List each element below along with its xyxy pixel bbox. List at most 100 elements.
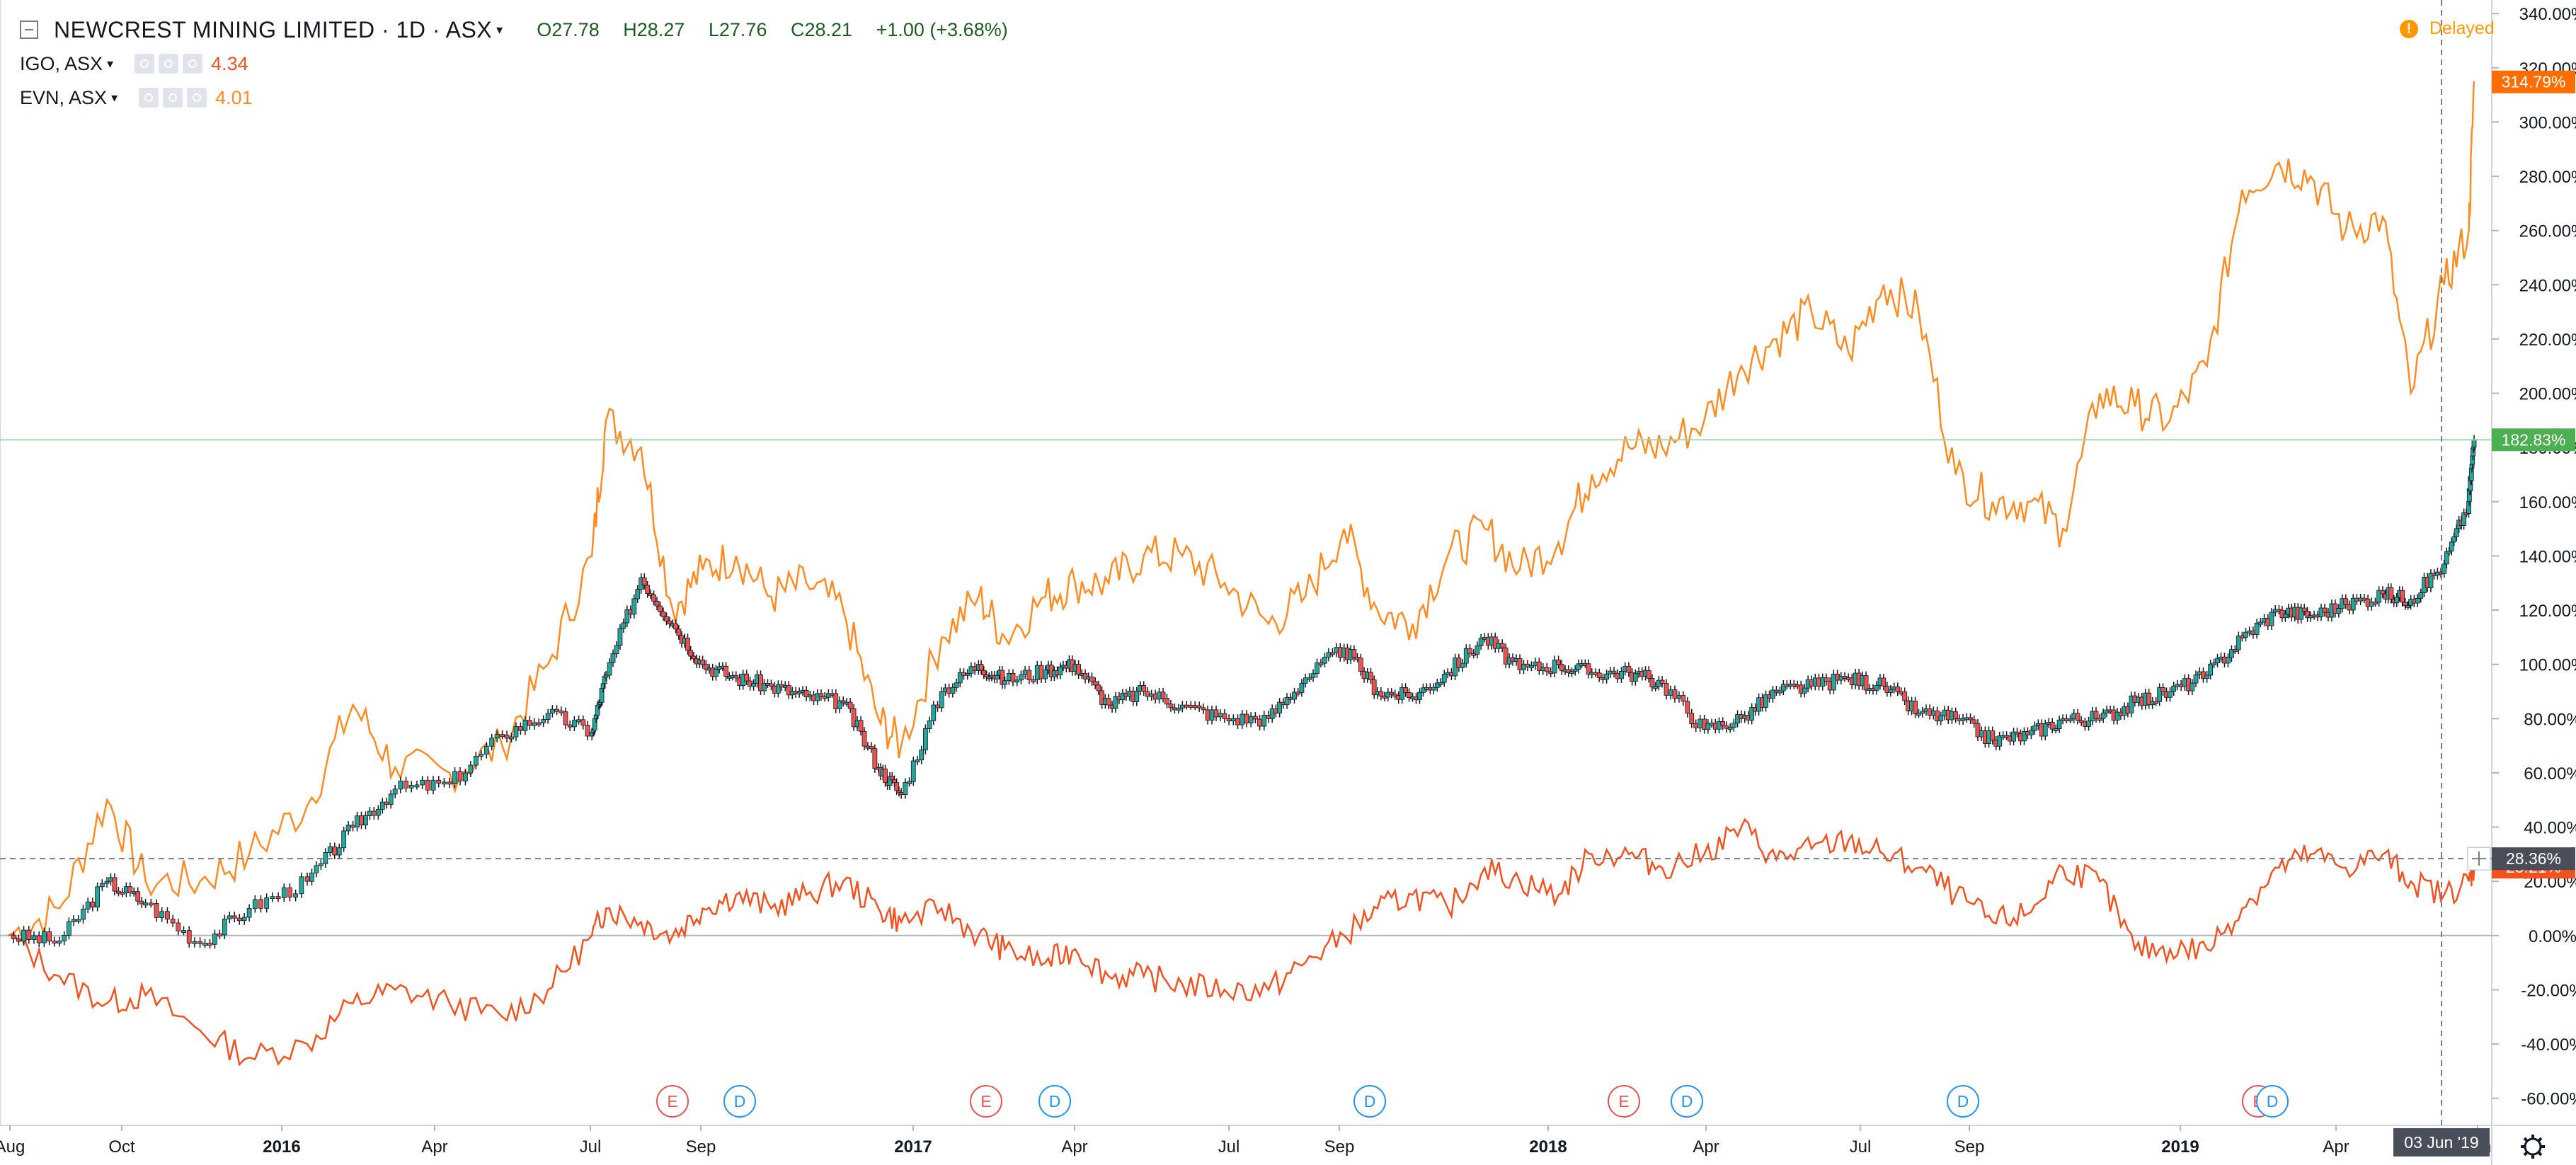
chevron-down-icon[interactable]: ▾ — [111, 91, 118, 105]
candle-body — [2229, 649, 2234, 658]
candle-body — [36, 935, 42, 943]
candle — [2232, 645, 2238, 655]
earnings-marker[interactable]: E — [656, 1085, 689, 1118]
earnings-marker[interactable]: E — [1608, 1085, 1640, 1118]
event-letter: E — [980, 1092, 991, 1111]
candle — [1596, 668, 1602, 682]
candle-body — [691, 655, 697, 660]
candle — [1968, 713, 1973, 724]
candle — [1990, 726, 1996, 745]
candle-body — [2086, 721, 2091, 727]
candle-body — [1731, 723, 1736, 728]
candle — [2049, 718, 2055, 734]
candle — [1096, 680, 1101, 696]
candle — [2226, 653, 2231, 667]
candle — [1315, 658, 1320, 678]
candle-body — [1556, 659, 1561, 665]
chevron-down-icon[interactable]: ▾ — [107, 57, 114, 71]
candle — [2053, 724, 2059, 734]
candle — [2388, 583, 2394, 604]
close-icon[interactable] — [187, 88, 207, 108]
candle — [536, 718, 542, 728]
candle-body — [1824, 677, 1829, 682]
dividend-marker[interactable]: D — [1671, 1085, 1703, 1118]
candle — [1503, 643, 1509, 669]
candle-body — [127, 886, 133, 893]
delayed-badge[interactable]: ! Delayed — [2400, 18, 2495, 39]
candle-body — [420, 779, 425, 786]
candle — [1184, 701, 1189, 710]
candle — [1240, 710, 1245, 730]
candle-body — [2301, 607, 2307, 612]
candle-body — [170, 919, 176, 924]
candle-body — [851, 708, 857, 728]
dividend-marker[interactable]: D — [2256, 1085, 2289, 1118]
candle-body — [1863, 675, 1869, 691]
candle — [323, 848, 328, 868]
eye-icon[interactable] — [139, 88, 159, 108]
candle-body — [1303, 677, 1308, 684]
candle-body — [1240, 713, 1245, 725]
candle — [1385, 688, 1391, 701]
dividend-marker[interactable]: D — [1353, 1085, 1386, 1118]
candle-body — [112, 877, 118, 892]
candle — [473, 752, 479, 770]
dividend-marker[interactable]: D — [1947, 1085, 1979, 1118]
candle — [1916, 708, 1921, 718]
candle-body — [563, 711, 568, 725]
candle — [2236, 631, 2241, 655]
price-tick-label: -20.00% — [2521, 981, 2576, 1000]
candle — [1499, 639, 1505, 653]
dividend-marker[interactable]: D — [723, 1085, 756, 1118]
last-value-ncm: 182.83% — [2502, 430, 2566, 449]
close-icon[interactable] — [183, 54, 203, 74]
earnings-marker[interactable]: E — [970, 1085, 1002, 1118]
eye-icon[interactable] — [134, 54, 155, 74]
candle-body — [90, 901, 96, 907]
compare-row-evn: EVN, ASX ▾ 4.01 — [20, 81, 1026, 115]
symbol-title[interactable]: NEWCREST MINING LIMITED · 1D · ASX — [54, 17, 493, 42]
compare-symbol-igo[interactable]: IGO, ASX — [20, 53, 103, 74]
candle-body — [2257, 621, 2263, 625]
candle — [2157, 683, 2163, 706]
candle — [1689, 708, 1695, 728]
gear-icon[interactable] — [159, 54, 179, 74]
candle — [1569, 667, 1574, 677]
price-tick-label: 280.00% — [2519, 168, 2576, 187]
candle-body — [2428, 573, 2434, 588]
candle — [258, 895, 263, 913]
candle — [246, 904, 252, 922]
collapse-legend-button[interactable] — [20, 21, 38, 39]
candle — [2171, 682, 2177, 696]
candle — [2243, 628, 2248, 642]
dividend-marker[interactable]: D — [1038, 1085, 1071, 1118]
candle-body — [1604, 673, 1610, 680]
candle-body — [1456, 658, 1462, 668]
candle-body — [99, 883, 105, 888]
candle — [775, 680, 781, 698]
candle-body — [332, 847, 338, 856]
candle-body — [1019, 675, 1024, 681]
candle — [1378, 687, 1384, 701]
candle — [1971, 715, 1977, 728]
candle — [1770, 685, 1775, 703]
candle — [1611, 667, 1617, 678]
candle-body — [1113, 696, 1118, 709]
time-tick-label: Apr — [421, 1137, 447, 1157]
settings-gear-icon[interactable] — [2521, 1135, 2545, 1159]
candle-body — [95, 886, 101, 907]
candle-body — [11, 935, 16, 939]
candle-body — [957, 672, 963, 684]
compare-symbol-evn[interactable]: EVN, ASX — [20, 87, 108, 108]
gear-icon[interactable] — [163, 88, 183, 108]
candle-body — [494, 734, 500, 739]
candle-body — [66, 921, 71, 936]
candle-body — [2454, 528, 2459, 537]
candle-body — [664, 616, 669, 621]
candle-body — [935, 704, 940, 708]
chevron-down-icon[interactable]: ▾ — [496, 23, 503, 37]
candle — [217, 929, 222, 939]
chart-legend: NEWCREST MINING LIMITED · 1D · ASX ▾ O27… — [20, 13, 1026, 115]
candle-body — [2032, 725, 2037, 731]
